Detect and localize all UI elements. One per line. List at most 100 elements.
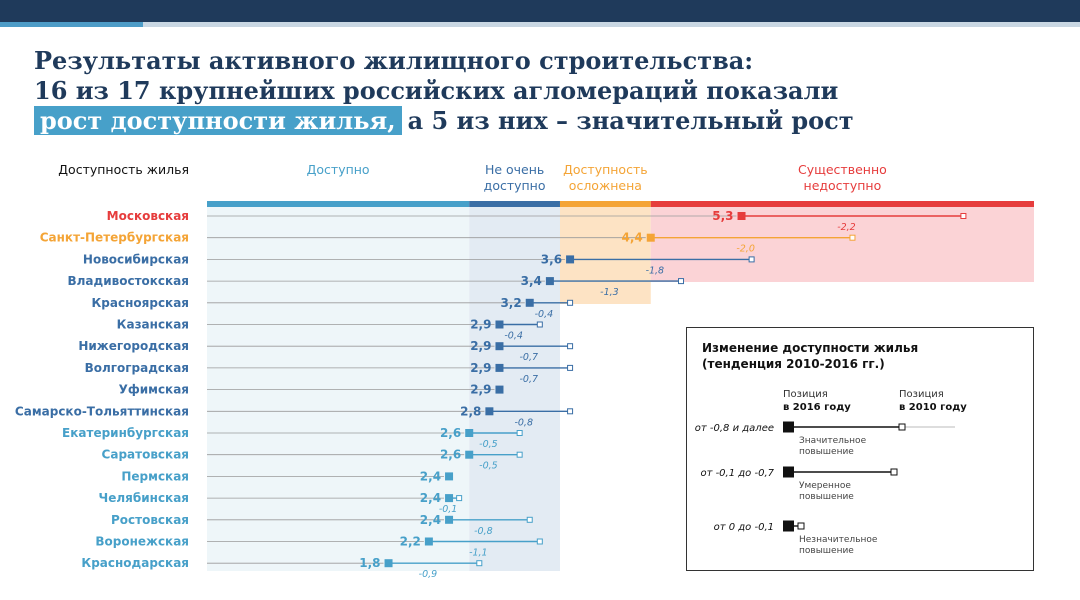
marker-2010 [536, 321, 543, 328]
zone-label-2-0: Доступность [563, 162, 647, 177]
value-2016: 2,8 [460, 404, 481, 418]
legend-desc-1: Незначительное [799, 535, 878, 545]
value-2016: 2,4 [420, 513, 441, 527]
legend-range: от -0,8 и далее [695, 423, 774, 434]
marker-2016 [465, 429, 474, 437]
value-2016: 2,6 [440, 448, 461, 462]
legend-col2-line1: Позиция [899, 389, 944, 400]
marker-2016 [737, 212, 746, 220]
legend-col1-line2: в 2016 году [783, 402, 851, 413]
value-2016: 2,4 [420, 491, 441, 505]
city-label: Уфимская [119, 383, 189, 397]
city-label: Ростовская [111, 513, 189, 527]
city-label: Санкт-Петербургская [40, 231, 189, 245]
change-label: -0,1 [439, 504, 458, 515]
city-label: Московская [107, 209, 189, 223]
value-2016: 2,6 [440, 426, 461, 440]
marker-2010 [456, 495, 463, 502]
value-2016: 3,4 [521, 274, 542, 288]
marker-2010 [516, 430, 523, 436]
zone-bar-2 [559, 201, 651, 207]
value-2016: 2,9 [470, 361, 491, 375]
zone-bar-1 [469, 201, 560, 207]
marker-2016 [445, 472, 454, 481]
title-line-3: рост доступности жилья, а 5 из них – знач… [34, 106, 854, 136]
value-2016: 2,9 [470, 383, 491, 397]
marker-2016 [525, 298, 534, 307]
title-line-3-rest: а 5 из них – значительный рост [407, 106, 854, 135]
marker-2010 [567, 299, 574, 306]
change-label: -0,4 [535, 309, 554, 320]
marker-2016 [495, 342, 504, 351]
zone-background-0 [207, 207, 470, 571]
marker-2016 [485, 407, 494, 416]
change-label: -0,8 [474, 526, 493, 537]
top-bar [0, 0, 1080, 22]
legend-range: от 0 до -0,1 [714, 522, 774, 533]
marker-2016 [465, 450, 474, 459]
legend-col2-line2: в 2010 году [899, 402, 967, 413]
legend-desc-2: повышение [799, 492, 854, 502]
legend-desc-1: Значительное [799, 436, 867, 446]
marker-2016 [445, 515, 454, 524]
value-2016: 5,3 [712, 209, 733, 223]
marker-2010 [960, 213, 967, 219]
legend-marker-2016 [783, 520, 794, 532]
change-label: -0,8 [514, 417, 533, 428]
marker-2016 [545, 277, 554, 286]
value-2016: 2,2 [400, 535, 421, 549]
marker-2010 [678, 278, 685, 285]
legend-desc-2: повышение [799, 546, 854, 556]
value-2016: 4,4 [621, 231, 642, 245]
city-label: Екатеринбургская [62, 426, 189, 440]
marker-2016 [495, 320, 504, 329]
zone-bar-0 [207, 201, 470, 207]
zone-label-3-1: недоступно [804, 178, 882, 193]
city-label: Воронежская [95, 535, 189, 549]
title-line-1: Результаты активного жилищного строитель… [34, 46, 754, 75]
city-label: Пермская [121, 469, 189, 483]
legend-marker-2010 [797, 522, 805, 530]
legend-title-1: Изменение доступности жилья [702, 341, 918, 355]
top-bar-stripe [143, 22, 1080, 27]
change-label: -2,0 [736, 244, 755, 255]
marker-2010 [567, 408, 574, 415]
page-title: Результаты активного жилищного строитель… [34, 46, 854, 136]
marker-2016 [384, 559, 393, 568]
change-label: -0,5 [479, 461, 498, 472]
marker-2010 [567, 364, 574, 371]
marker-2016 [646, 233, 655, 242]
legend-marker-2010 [890, 468, 898, 476]
city-label: Самарско-Тольяттинская [15, 404, 189, 418]
change-label: -0,4 [504, 331, 523, 342]
value-2016: 2,4 [420, 469, 441, 483]
marker-2010 [567, 343, 574, 350]
zone-label-3-0: Существенно [798, 162, 887, 177]
zone-background-1 [469, 207, 560, 571]
marker-2016 [495, 363, 504, 372]
marker-2016 [445, 494, 454, 503]
legend-title-2: (тенденция 2010-2016 гг.) [702, 357, 885, 371]
legend-range: от -0,1 до -0,7 [700, 468, 774, 479]
marker-2010 [748, 256, 755, 263]
value-2016: 2,9 [470, 318, 491, 332]
zone-bar-3 [650, 201, 1034, 207]
row-header: Доступность жилья [58, 162, 189, 177]
city-label: Владивостокская [68, 274, 190, 288]
city-label: Нижегородская [78, 339, 189, 353]
change-label: -1,3 [600, 287, 619, 298]
legend-marker-2016 [783, 421, 794, 433]
marker-2010 [526, 516, 533, 523]
marker-2010 [516, 451, 523, 458]
value-2016: 3,2 [500, 296, 521, 310]
change-label: -0,7 [520, 352, 539, 363]
legend-desc-2: повышение [799, 447, 854, 457]
zone-background-2 [559, 207, 651, 304]
legend-box [686, 327, 1034, 571]
marker-2016 [424, 537, 433, 546]
value-2016: 3,6 [541, 252, 562, 266]
city-label: Казанская [117, 318, 189, 332]
marker-2016 [495, 385, 504, 394]
marker-2016 [566, 255, 575, 264]
